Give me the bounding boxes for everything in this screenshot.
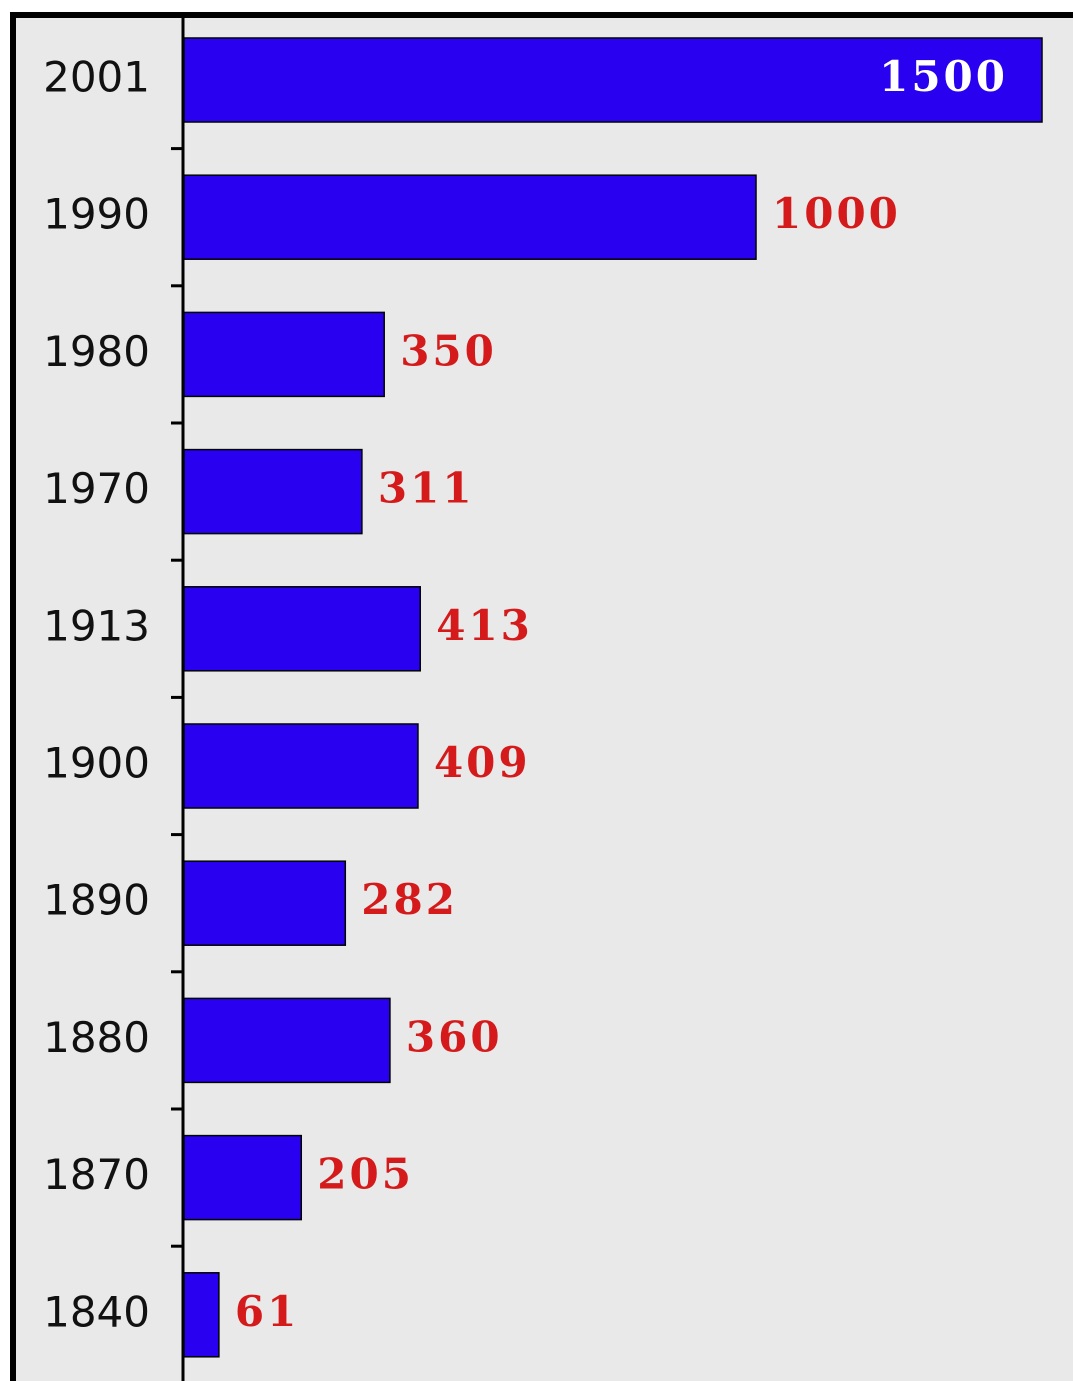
data-label: 311 xyxy=(378,464,475,513)
bar xyxy=(183,37,1043,123)
bar xyxy=(183,1272,220,1358)
y-tick-label: 1990 xyxy=(43,190,150,239)
bar xyxy=(183,448,363,535)
bar xyxy=(183,860,347,946)
y-tick-label: 1870 xyxy=(43,1150,150,1199)
data-label: 413 xyxy=(436,601,533,650)
data-label: 409 xyxy=(434,738,531,787)
y-tick-label: 1980 xyxy=(43,327,150,376)
y-tick-label: 1890 xyxy=(43,876,150,925)
y-tick-label: 1970 xyxy=(43,464,150,513)
data-label: 282 xyxy=(361,875,458,924)
data-label: 1000 xyxy=(772,189,901,238)
y-tick-label: 1913 xyxy=(43,601,150,650)
bar xyxy=(183,586,421,672)
bar xyxy=(183,174,757,260)
bar xyxy=(183,723,419,809)
data-label: 1500 xyxy=(879,52,1008,101)
data-label: 360 xyxy=(406,1012,503,1061)
bar xyxy=(183,311,385,398)
data-label: 350 xyxy=(400,326,497,375)
y-tick-label: 1900 xyxy=(43,739,150,788)
y-tick-label: 2001 xyxy=(43,53,150,102)
y-tick-label: 1840 xyxy=(43,1287,150,1336)
bar xyxy=(183,997,391,1084)
data-label: 205 xyxy=(317,1150,414,1199)
y-tick-label: 1880 xyxy=(43,1013,150,1062)
data-label: 61 xyxy=(235,1287,299,1336)
bar xyxy=(183,1134,303,1221)
